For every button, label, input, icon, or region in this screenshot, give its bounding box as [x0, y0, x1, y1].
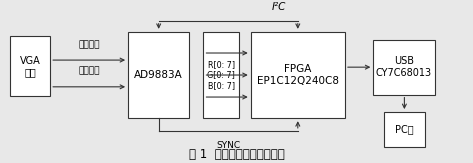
Text: R[0: 7]
G[0: 7]
B[0: 7]: R[0: 7] G[0: 7] B[0: 7] — [207, 60, 235, 90]
Bar — [373, 40, 435, 95]
Bar — [203, 32, 239, 118]
Text: SYNC: SYNC — [217, 141, 241, 150]
Bar — [384, 112, 425, 147]
Text: 模拟信号: 模拟信号 — [79, 40, 100, 49]
Text: USB
CY7C68013: USB CY7C68013 — [376, 56, 432, 78]
Text: FPGA
EP1C12Q240C8: FPGA EP1C12Q240C8 — [257, 64, 339, 86]
Bar — [128, 32, 189, 118]
Text: 同步信号: 同步信号 — [79, 67, 100, 76]
Bar — [251, 32, 345, 118]
Text: VGA
输入: VGA 输入 — [20, 56, 41, 77]
Text: 图 1  图像采集显示系统框图: 图 1 图像采集显示系统框图 — [189, 148, 284, 161]
Bar — [10, 37, 50, 96]
Text: PC机: PC机 — [395, 124, 414, 134]
Text: I²C: I²C — [272, 2, 286, 12]
Text: AD9883A: AD9883A — [134, 70, 183, 80]
